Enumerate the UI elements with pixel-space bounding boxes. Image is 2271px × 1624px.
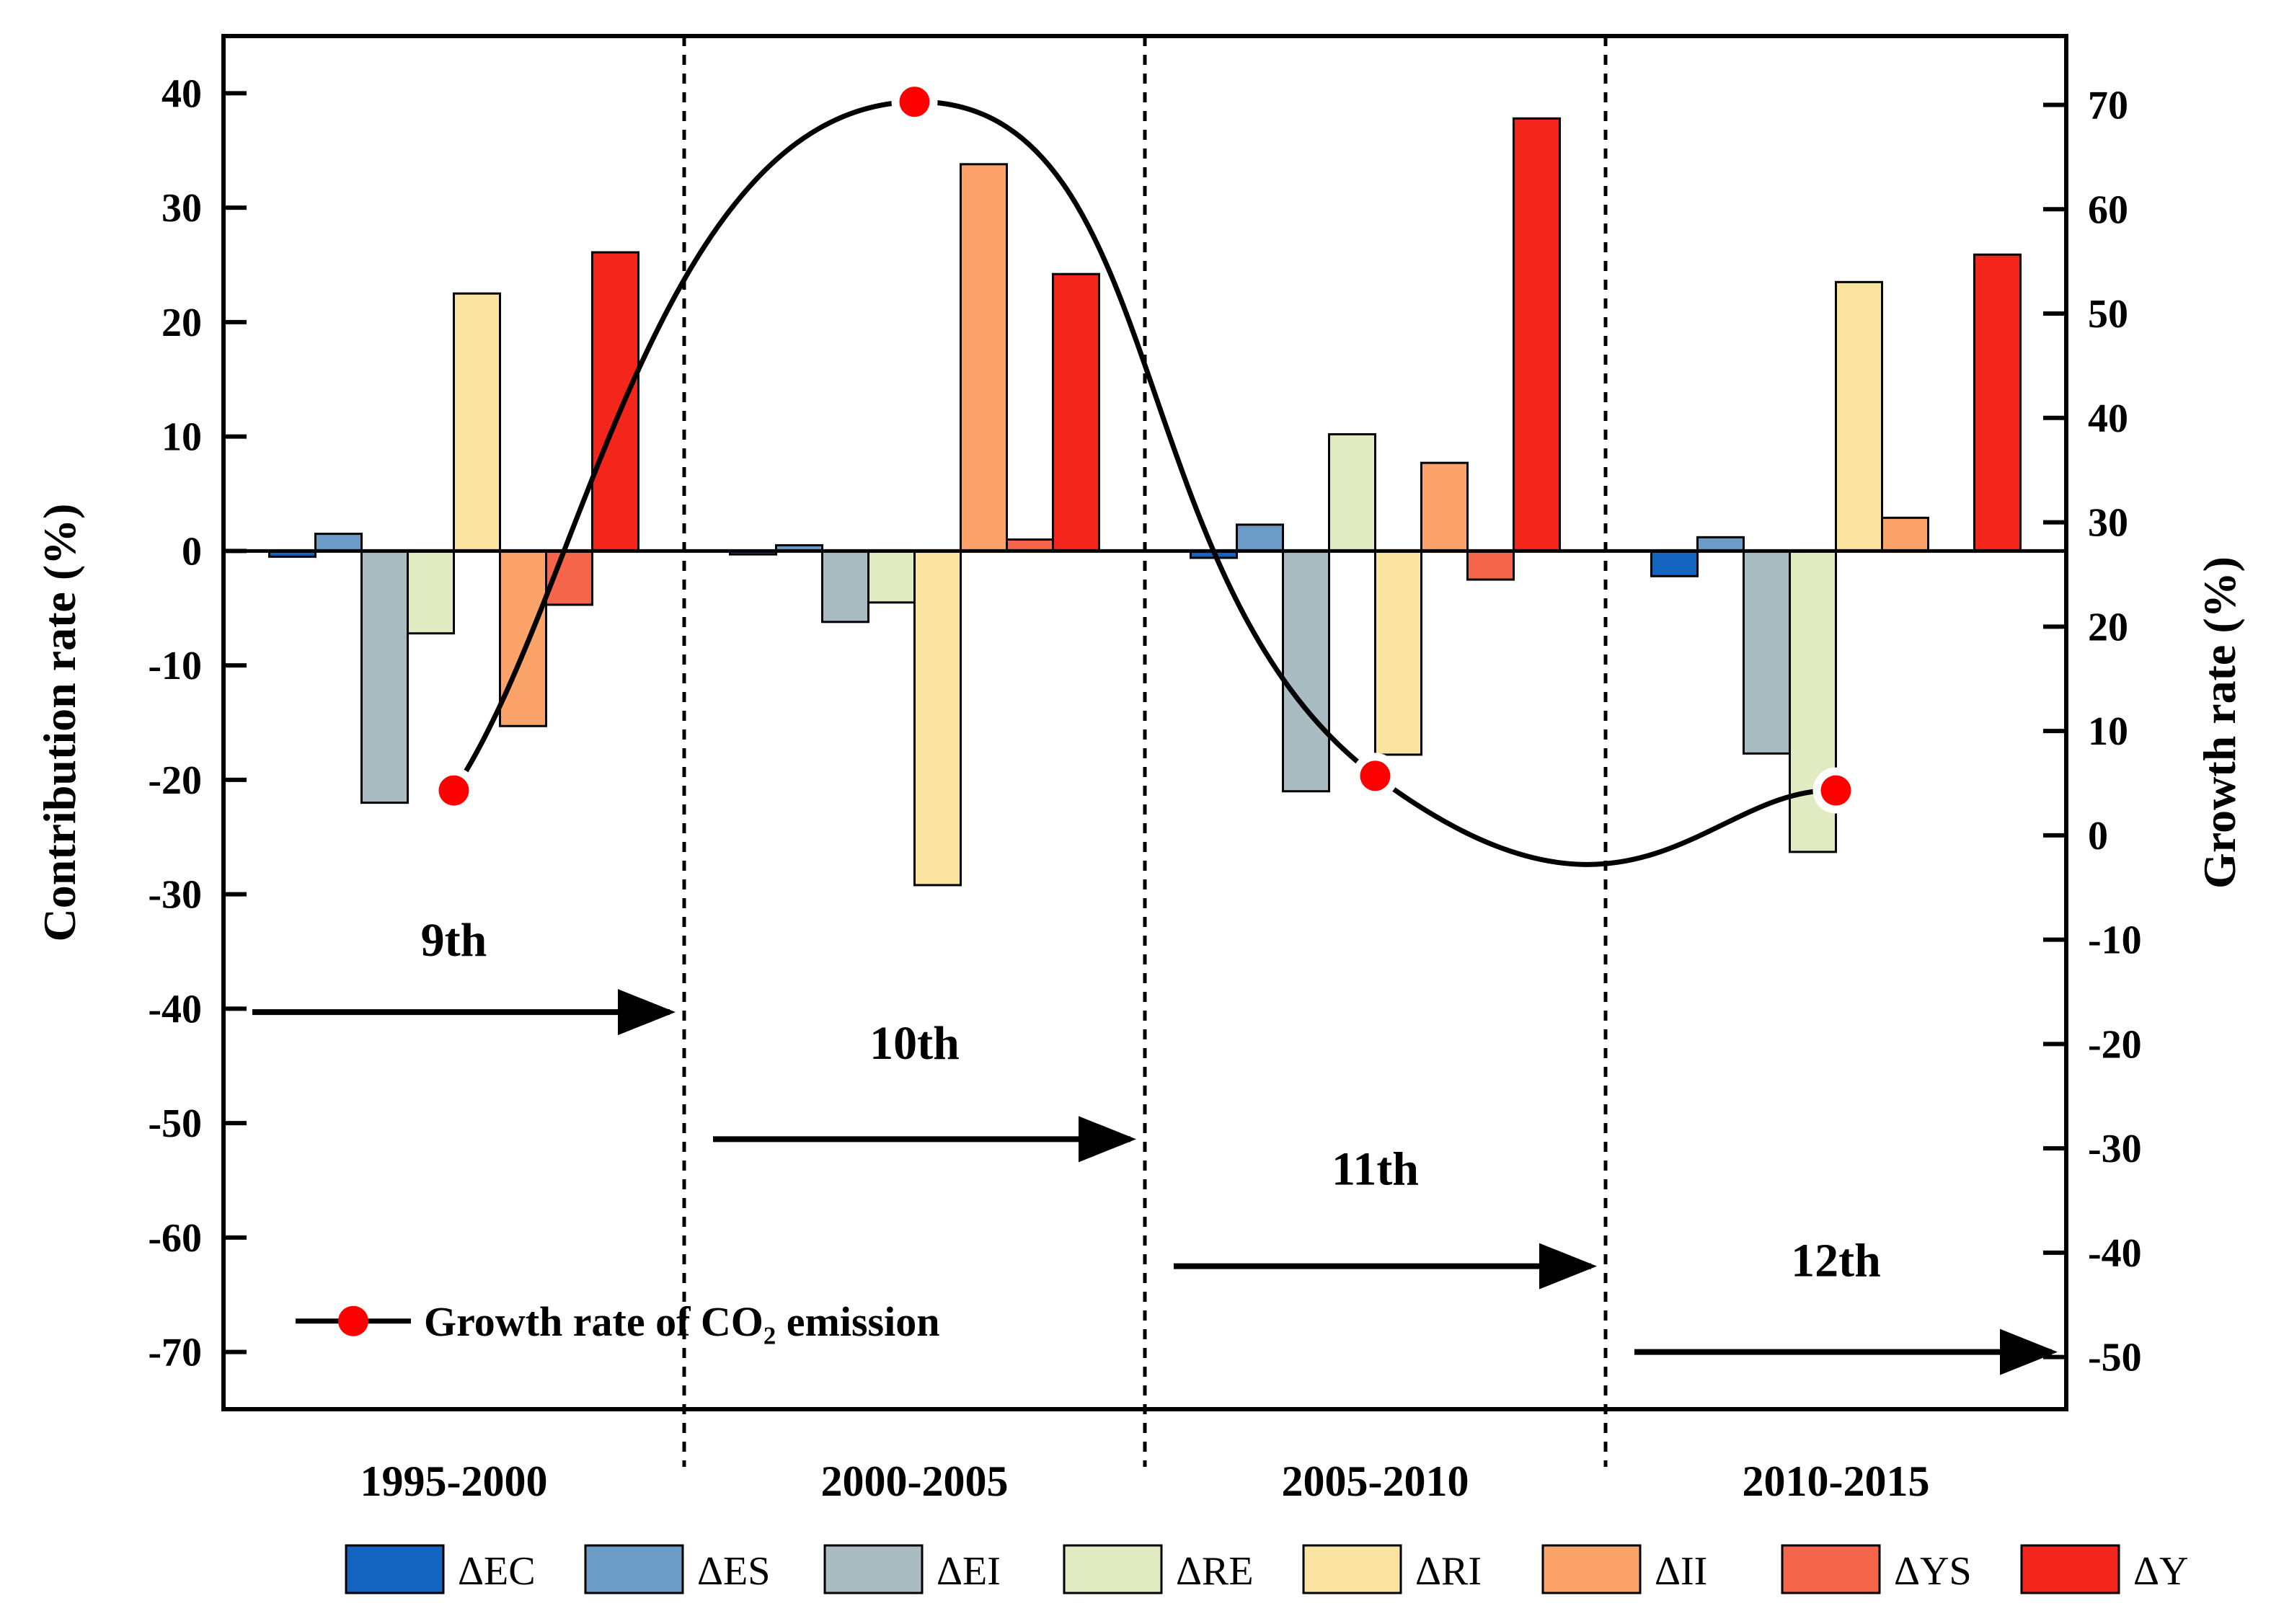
y2-tick-label: 40	[2088, 396, 2128, 441]
legend-label: ΔEI	[937, 1549, 1001, 1594]
bar-1-3	[1696, 536, 1745, 552]
bar-1-0	[314, 533, 363, 552]
category-label: 2000-2005	[821, 1457, 1009, 1505]
y-tick-label: 40	[161, 71, 202, 116]
legend-swatch	[1302, 1544, 1402, 1594]
bar-5-2	[1420, 461, 1469, 552]
bar-4-0	[453, 292, 501, 552]
plan-label: 11th	[1332, 1143, 1419, 1196]
plot-frame	[221, 34, 2068, 1411]
y-tick-label: -40	[148, 987, 202, 1031]
y-tick-label: 10	[161, 415, 202, 460]
y-tick-label: -10	[148, 644, 202, 688]
bar-6-2	[1466, 549, 1515, 581]
bar-4-2	[1374, 549, 1422, 756]
bar-7-0	[591, 251, 639, 552]
y2-tick-label: -40	[2088, 1231, 2142, 1276]
bar-2-3	[1743, 549, 1791, 755]
bar-4-3	[1835, 280, 1883, 552]
y2-tick-label: -50	[2088, 1336, 2142, 1380]
legend-swatch	[823, 1544, 924, 1594]
y-tick-label: -30	[148, 873, 202, 918]
y2-axis-title: Growth rate (%)	[2194, 556, 2245, 889]
bar-3-0	[407, 549, 455, 635]
bar-7-2	[1513, 117, 1561, 552]
y-tick-label: -50	[148, 1101, 202, 1146]
y-tick-label: -70	[148, 1331, 202, 1375]
legend-swatch	[584, 1544, 684, 1594]
legend-swatch	[2020, 1544, 2120, 1594]
y-tick-label: 20	[161, 301, 202, 345]
legend-swatch	[1541, 1544, 1642, 1594]
legend-label: ΔII	[1655, 1549, 1707, 1594]
y2-tick-label: 0	[2088, 814, 2108, 858]
bar-5-3	[1881, 516, 1929, 552]
y2-tick-label: 60	[2088, 187, 2128, 232]
bar-1-2	[1236, 523, 1284, 552]
legend: Growth rate of CO₂ emission ΔEC ΔES ΔEI ΔRE Δ…	[296, 1298, 2188, 1594]
legend-swatch	[1781, 1544, 1881, 1594]
plan-label: 12th	[1791, 1235, 1881, 1287]
y2-tick-label: -20	[2088, 1022, 2142, 1067]
bar-3-2	[1328, 432, 1376, 552]
growth-point	[899, 86, 930, 117]
growth-point	[1360, 760, 1391, 791]
legend-label: ΔEC	[458, 1549, 536, 1594]
bar-2-0	[360, 549, 409, 804]
y2-tick-label: 30	[2088, 501, 2128, 546]
growth-line	[430, 79, 1859, 867]
bar-5-0	[499, 549, 547, 727]
legend-label: ΔRE	[1176, 1549, 1254, 1594]
legend-label: ΔY	[2133, 1549, 2188, 1594]
growth-legend-marker	[338, 1305, 368, 1336]
y-tick-label: -20	[148, 758, 202, 803]
bar-2-2	[1282, 549, 1330, 793]
legend-swatch	[345, 1544, 445, 1594]
y2-tick-label: -30	[2088, 1127, 2142, 1171]
bar-7-3	[1973, 253, 2022, 552]
category-label: 2010-2015	[1743, 1457, 1930, 1505]
legend-label: ΔES	[697, 1549, 770, 1594]
growth-point	[1820, 775, 1851, 806]
plan-label: 9th	[421, 914, 487, 967]
bar-5-1	[960, 163, 1008, 552]
y-tick-label: -60	[148, 1216, 202, 1261]
axes	[221, 34, 2068, 1467]
bar-2-1	[821, 549, 869, 624]
y2-tick-label: -10	[2088, 918, 2142, 963]
bar-0-3	[1650, 549, 1699, 577]
bar-3-1	[867, 549, 916, 604]
growth-line-path	[451, 99, 1836, 867]
y2-tick-label: 50	[2088, 292, 2128, 337]
growth-legend-label: Growth rate of CO₂ emission	[424, 1298, 939, 1345]
category-label: 2005-2010	[1282, 1457, 1469, 1505]
plan-label: 10th	[869, 1017, 960, 1070]
y-tick-label: 0	[182, 529, 202, 574]
bar-7-1	[1052, 272, 1100, 552]
legend-label: ΔRI	[1415, 1549, 1482, 1594]
legend-label: ΔYS	[1894, 1549, 1972, 1594]
growth-point	[438, 775, 469, 806]
y-axis-title: Contribution rate (%)	[34, 504, 85, 942]
y-tick-label: 30	[161, 186, 202, 231]
y2-tick-label: 70	[2088, 84, 2128, 128]
y2-tick-label: 10	[2088, 709, 2128, 754]
legend-swatch	[1063, 1544, 1163, 1594]
bar-4-1	[913, 549, 962, 887]
y2-tick-label: 20	[2088, 605, 2128, 649]
category-label: 1995-2000	[360, 1457, 548, 1505]
labels: 40 30 20 10 0 -10 -20 -30 -40 -50 -60 -70 70 60 50 40 30…	[34, 71, 2245, 1505]
